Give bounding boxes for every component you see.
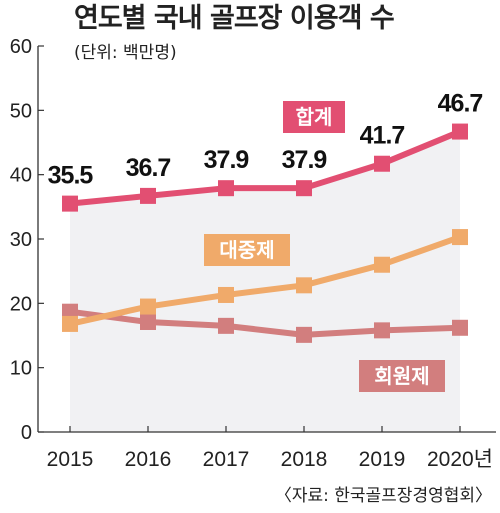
series-line-public <box>69 234 462 327</box>
data-point-public <box>140 298 156 315</box>
chart-title: 연도별 국내 골프장 이용객 수 <box>74 3 395 34</box>
series-line-total <box>69 128 462 207</box>
data-point-member <box>374 322 390 339</box>
data-label-total: 37.9 <box>204 146 249 174</box>
data-point-total <box>452 123 468 140</box>
series-tag-member: 회원제 <box>374 364 429 388</box>
data-label-total: 46.7 <box>438 90 483 118</box>
series-tag-box-total <box>283 101 345 133</box>
y-tick-label: 20 <box>10 293 32 315</box>
data-point-public <box>296 277 312 294</box>
series-tag-box-member <box>359 360 445 392</box>
data-point-public <box>452 229 468 246</box>
x-tick-label: 2016 <box>125 448 172 471</box>
data-label-total: 36.7 <box>126 154 171 182</box>
data-point-member <box>296 326 312 343</box>
total-area-layer <box>70 131 460 432</box>
x-tick-label: 2017 <box>203 448 250 471</box>
y-tick-label: 0 <box>21 422 32 444</box>
data-point-public <box>62 315 78 332</box>
axis-layer: 0 10 20 30 40 50 60 2015 2016 2017 2018 2019 2020년 <box>10 36 496 471</box>
data-label-total: 35.5 <box>48 162 94 190</box>
series-layer <box>62 123 468 343</box>
x-tick-label: 2019 <box>359 448 406 471</box>
y-tick-label: 10 <box>10 358 32 380</box>
data-label-total: 41.7 <box>360 122 405 150</box>
series-tag-public: 대중제 <box>219 238 274 262</box>
data-point-total <box>140 187 156 204</box>
x-tick-label: 2020년 <box>427 448 493 471</box>
data-point-member <box>452 319 468 336</box>
x-tick-label: 2015 <box>47 448 94 471</box>
data-point-total <box>374 155 390 172</box>
data-point-total <box>296 180 312 197</box>
data-point-total <box>218 180 234 197</box>
data-point-member <box>140 313 156 330</box>
source-note: 〈자료: 한국골프장경영협회〉 <box>274 486 492 506</box>
data-point-public <box>218 286 234 303</box>
x-tick-label: 2018 <box>281 448 328 471</box>
data-point-public <box>374 256 390 273</box>
series-tag-box-public <box>204 234 290 266</box>
data-point-total <box>62 195 78 212</box>
data-label-total: 37.9 <box>282 146 327 174</box>
y-tick-label: 50 <box>10 100 32 122</box>
total-area-fill <box>70 131 460 432</box>
data-point-member <box>218 317 234 334</box>
series-line-member <box>69 308 461 338</box>
y-tick-label: 30 <box>10 229 32 251</box>
data-point-member <box>62 303 78 320</box>
unit-label: (단위: 백만명) <box>74 43 177 63</box>
y-tick-label: 60 <box>10 36 32 58</box>
series-tag-total: 합계 <box>296 105 333 129</box>
y-tick-label: 40 <box>10 165 32 187</box>
